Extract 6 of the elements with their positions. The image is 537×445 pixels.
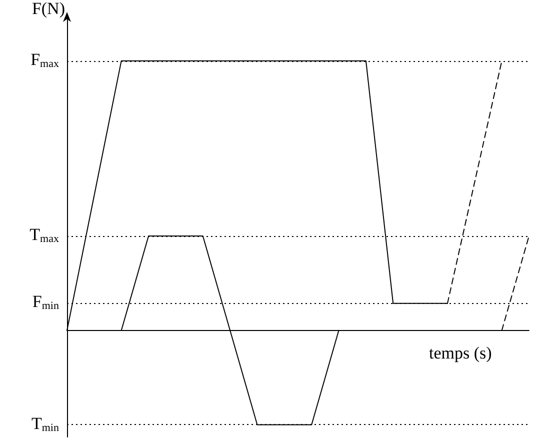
ref-line-label: T$_{max}$ — [30, 225, 59, 248]
ref-line-label: T$_{min}$ — [31, 414, 59, 436]
ref-line-label: F$_{min}$ — [32, 292, 59, 314]
x-axis-title: temps (s) — [429, 343, 492, 362]
ref-line-label: F$_{max}$ — [30, 50, 59, 72]
y-axis-title: F(N) — [32, 0, 65, 18]
